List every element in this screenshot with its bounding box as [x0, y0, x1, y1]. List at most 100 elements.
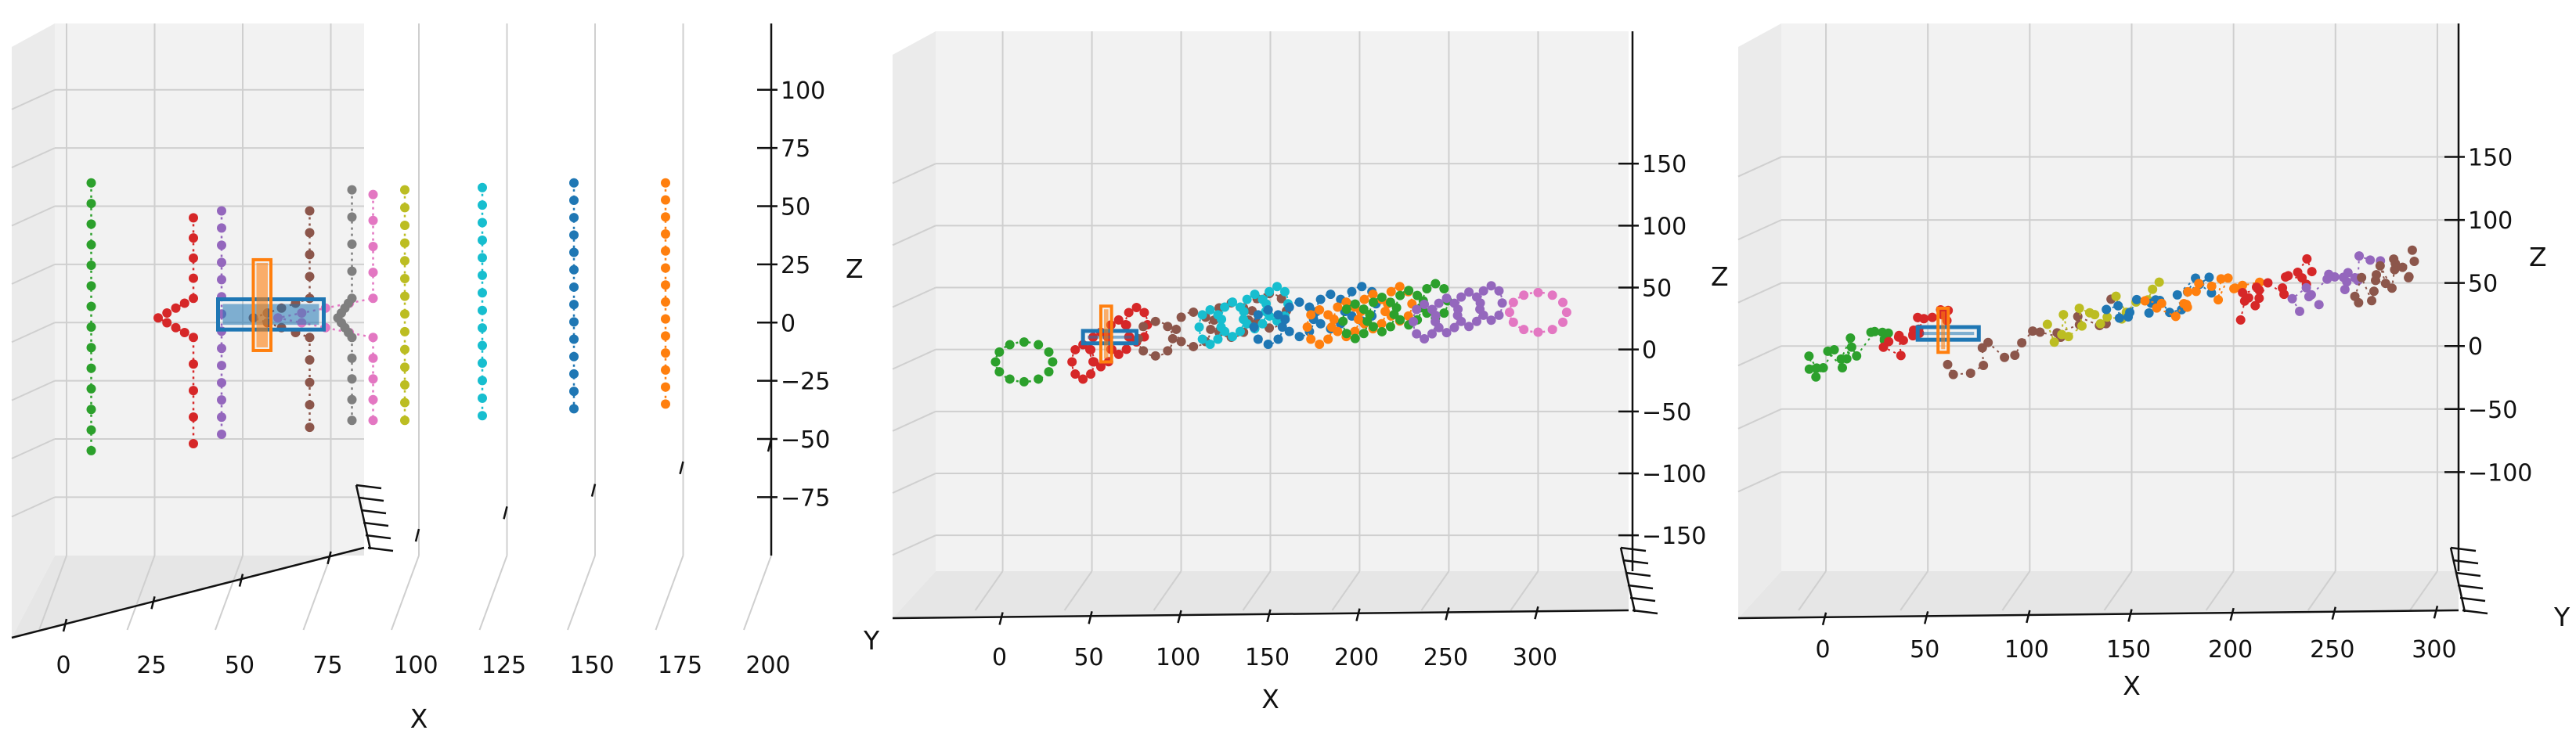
floor-gridline [655, 555, 684, 631]
floor-gridline [567, 555, 596, 631]
x-axis-line [892, 609, 1629, 620]
floor-gridline [2001, 570, 2031, 611]
y-tick [1632, 609, 1658, 615]
data-point [1176, 312, 1186, 322]
data-point [1427, 329, 1437, 339]
x-tick-label: 100 [393, 652, 438, 679]
data-point [1220, 326, 1230, 336]
data-point [189, 273, 198, 283]
data-point [1883, 328, 1893, 338]
floor-gridline [38, 555, 67, 631]
data-point [661, 314, 670, 324]
y-tick [2457, 584, 2484, 590]
data-point [1818, 363, 1828, 373]
side-pane [1738, 23, 1781, 618]
data-point [400, 291, 409, 301]
data-point [1350, 326, 1360, 336]
data-point [661, 212, 670, 222]
data-point [2216, 274, 2226, 284]
subplot-oblique-view-2: 150 100 50 0 −50 −100 Z 0 50 100 150 200 250 300 X Y [1737, 23, 2571, 701]
data-point [2017, 338, 2027, 348]
data-point [368, 293, 378, 304]
y-tick [367, 546, 394, 552]
data-point [1019, 337, 1029, 347]
data-point [1846, 342, 1856, 352]
data-point [305, 228, 315, 238]
data-point [1171, 324, 1182, 334]
data-point [368, 333, 378, 343]
data-point [305, 250, 315, 260]
data-point [1253, 310, 1263, 320]
x-tick-label: 25 [136, 652, 166, 679]
data-point [1250, 290, 1260, 300]
data-point [1376, 292, 1387, 302]
data-point [661, 399, 670, 409]
data-point [1205, 339, 1215, 349]
data-point [86, 425, 96, 435]
data-point [661, 263, 670, 273]
data-point [1005, 340, 1015, 350]
floor-gridline [2409, 570, 2438, 611]
x-tick-label: 125 [482, 652, 526, 679]
data-point [1434, 322, 1444, 333]
data-point [994, 347, 1005, 357]
data-point [2102, 304, 2112, 315]
data-point [400, 397, 409, 408]
data-point [1265, 323, 1275, 333]
data-point [368, 189, 378, 200]
data-point [661, 382, 670, 392]
data-point [2357, 272, 2367, 282]
data-point [171, 322, 181, 333]
data-point [2213, 295, 2224, 305]
data-point [1852, 351, 1862, 361]
data-point [1338, 316, 1348, 326]
data-point [1811, 372, 1821, 382]
data-point [368, 241, 378, 251]
side-gridline [11, 322, 56, 344]
data-point [478, 393, 487, 403]
data-point [217, 361, 226, 371]
data-point [1983, 337, 1993, 347]
data-point [368, 353, 378, 363]
side-gridline [892, 473, 936, 494]
floor-pane [1738, 571, 2459, 618]
x-tick-label: 0 [1816, 636, 1831, 664]
data-point [1441, 328, 1452, 338]
data-point [1385, 297, 1395, 308]
data-point [478, 323, 487, 333]
data-point [217, 275, 226, 285]
data-point [569, 178, 579, 188]
data-point [1547, 290, 1557, 300]
floor-gridline [743, 555, 772, 631]
z-tick-label: −50 [2468, 397, 2517, 424]
data-point [2343, 268, 2353, 278]
data-point [569, 300, 579, 310]
data-point [2281, 272, 2291, 282]
data-point [2063, 332, 2073, 342]
data-point [1078, 374, 1088, 384]
back-pane [55, 23, 364, 556]
data-point [1508, 297, 1518, 308]
data-point [1239, 307, 1249, 317]
data-point [1067, 357, 1077, 367]
data-point [661, 331, 670, 341]
x-tick [1266, 609, 1272, 623]
data-point [569, 213, 579, 223]
data-point [305, 272, 315, 282]
data-point [1034, 374, 1044, 384]
data-point [569, 387, 579, 397]
x-tick-label: 200 [2208, 636, 2253, 664]
data-point [217, 223, 226, 233]
data-point [400, 273, 409, 283]
data-point [189, 438, 198, 448]
data-point [86, 322, 96, 332]
side-pane [893, 31, 936, 618]
data-point [1249, 322, 1259, 332]
data-point [1284, 326, 1294, 336]
data-point [1257, 318, 1268, 329]
data-point [347, 394, 357, 405]
floor-gridline [126, 555, 156, 631]
data-point [1333, 302, 1343, 312]
data-point [153, 313, 163, 323]
